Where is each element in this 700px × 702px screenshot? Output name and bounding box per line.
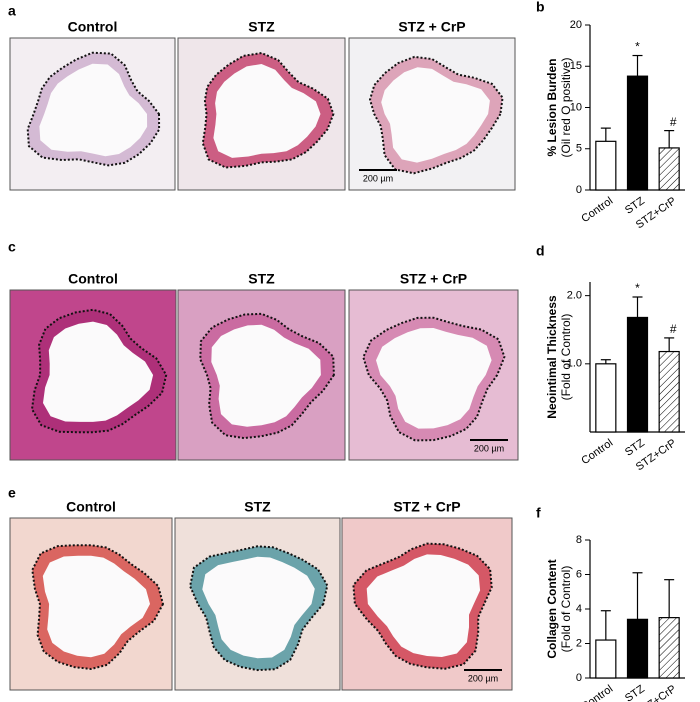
- lumen: [42, 555, 150, 658]
- lumen-outline: [189, 545, 329, 672]
- y-tick-label: 0: [576, 672, 582, 684]
- lumen-outline: [201, 51, 335, 169]
- y-axis-label: Neointimal Thickness: [545, 295, 559, 419]
- y-tick-label: 5: [576, 143, 582, 155]
- image-title: STZ: [248, 19, 275, 35]
- bar: [658, 350, 680, 433]
- bar: [658, 147, 680, 191]
- significance-mark: *: [635, 40, 640, 54]
- panel-letter: f: [536, 505, 541, 521]
- y-tick-label: 6: [576, 568, 582, 580]
- y-tick-label: 1.0: [567, 358, 582, 370]
- y-axis-label: Collagen Content: [545, 559, 559, 658]
- y-tick-label: 15: [570, 60, 582, 72]
- y-tick-label: 2.0: [567, 290, 582, 302]
- panel-letter: d: [536, 243, 545, 259]
- panel-letter: a: [8, 3, 16, 19]
- scale-label: 200 µm: [363, 173, 393, 183]
- x-tick-label: STZ: [623, 195, 647, 217]
- lumen-outline: [368, 55, 504, 175]
- panel-letter: b: [536, 0, 545, 15]
- image-title: STZ + CrP: [400, 271, 467, 287]
- image-title: Control: [68, 19, 118, 35]
- y-tick-label: 4: [576, 603, 582, 615]
- y-axis-label: (Fold of Control): [559, 314, 573, 401]
- panel-letter: c: [8, 239, 16, 255]
- significance-mark: *: [635, 281, 640, 295]
- x-tick-label: Control: [579, 683, 615, 702]
- y-axis-label: % Lesion Burden: [545, 58, 559, 156]
- y-tick-label: 8: [576, 534, 582, 546]
- lumen: [202, 556, 315, 659]
- lumen: [213, 64, 321, 158]
- bar: [626, 316, 649, 433]
- scale-label: 200 µm: [474, 443, 504, 453]
- image-title: STZ + CrP: [393, 499, 460, 515]
- y-tick-label: 2: [576, 637, 582, 649]
- image-title: Control: [66, 499, 116, 515]
- y-tick-label: 10: [570, 101, 582, 113]
- lumen: [39, 63, 148, 157]
- bar: [595, 363, 617, 433]
- x-tick-label: Control: [579, 195, 615, 225]
- lumen: [376, 328, 492, 429]
- y-axis-label: (Fold of Control): [559, 566, 573, 653]
- bar: [595, 140, 617, 191]
- bar: [626, 618, 649, 679]
- x-tick-label: Control: [579, 437, 615, 467]
- lumen-outline: [30, 308, 168, 434]
- y-tick-label: 0: [576, 184, 582, 196]
- x-tick-label: STZ: [623, 683, 647, 702]
- y-axis-label: (Oil red O positive): [559, 57, 573, 157]
- x-tick-label: STZ: [623, 437, 647, 459]
- lumen: [43, 321, 154, 422]
- scale-label: 200 µm: [468, 673, 498, 683]
- significance-mark: #: [670, 322, 677, 336]
- bar: [595, 639, 617, 679]
- lumen: [366, 554, 481, 657]
- image-title: STZ: [248, 271, 275, 287]
- image-title: Control: [68, 271, 118, 287]
- lumen: [381, 67, 490, 163]
- image-title: STZ + CrP: [398, 19, 465, 35]
- y-tick-label: 20: [570, 19, 582, 31]
- lumen-outline: [26, 51, 161, 167]
- significance-mark: #: [670, 115, 677, 129]
- panel-letter: e: [8, 485, 16, 501]
- bar: [658, 617, 680, 679]
- bar: [626, 75, 649, 191]
- lumen-outline: [199, 312, 335, 440]
- image-title: STZ: [244, 499, 271, 515]
- lumen-outline: [31, 544, 165, 671]
- lumen: [211, 324, 321, 427]
